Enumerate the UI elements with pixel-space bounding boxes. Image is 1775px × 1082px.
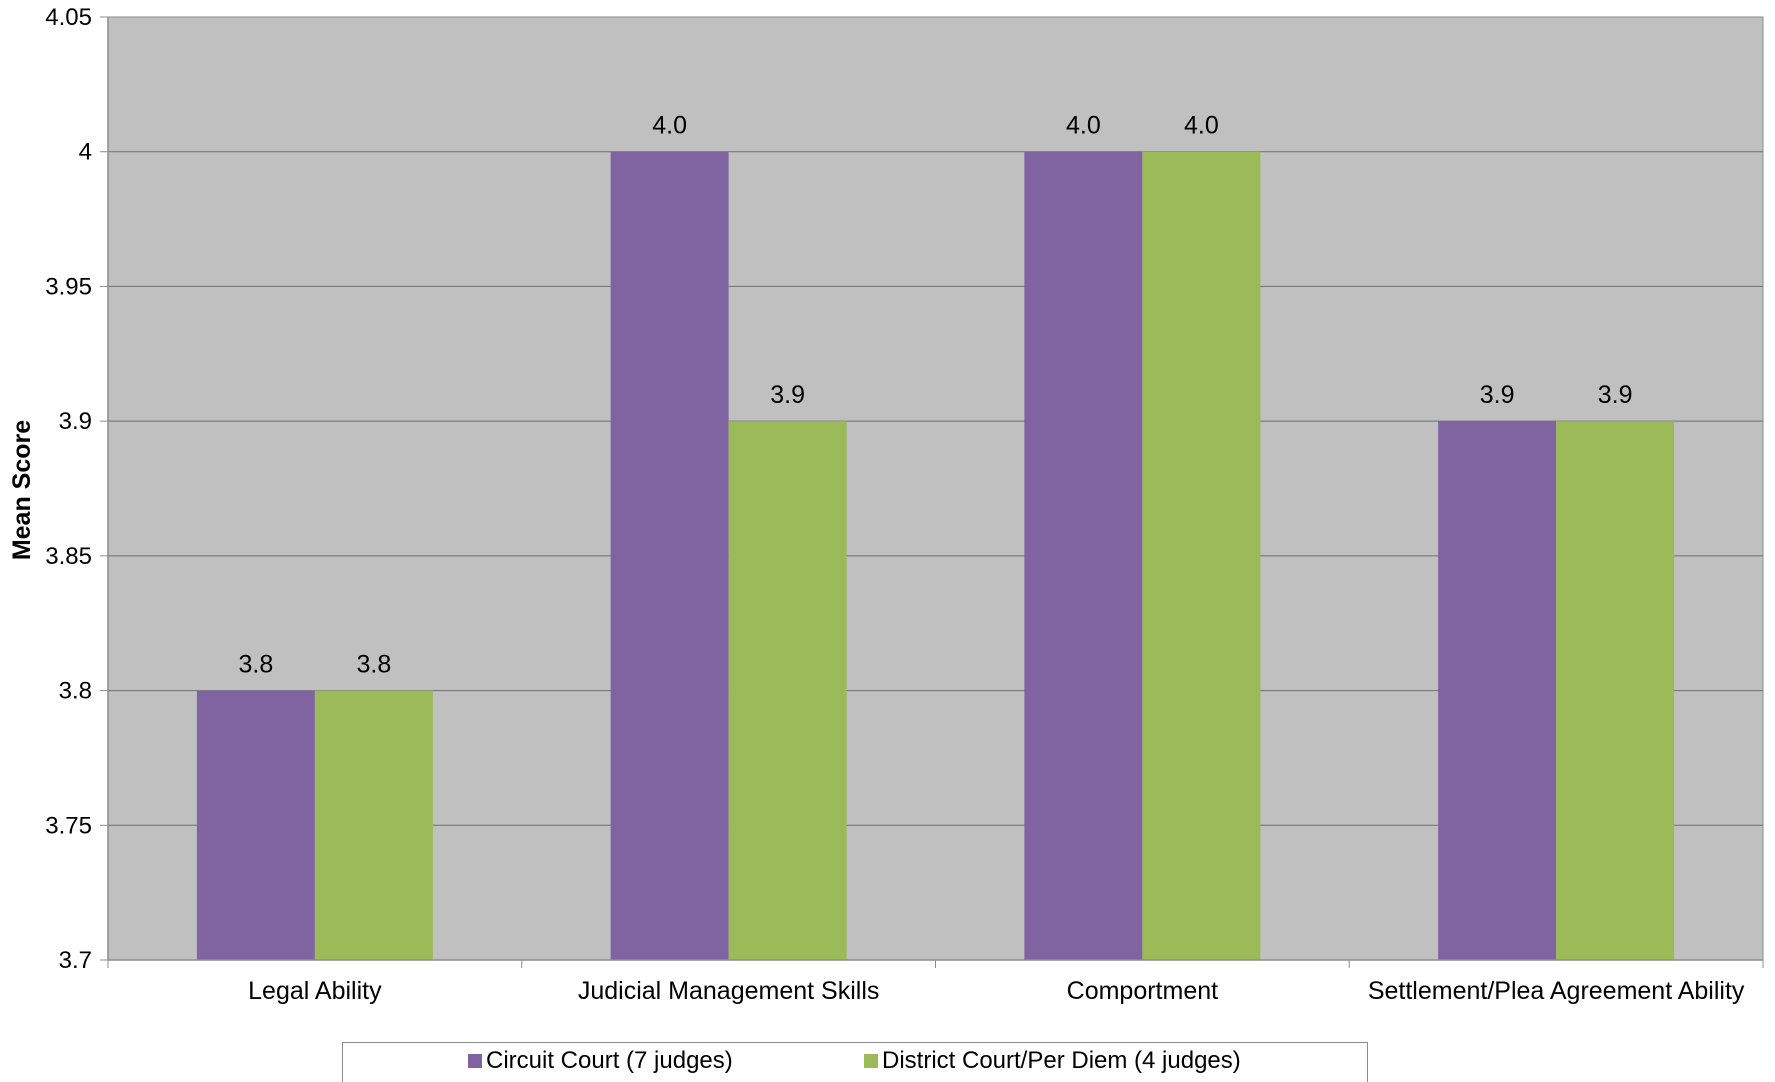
data-label: 3.9	[1598, 381, 1633, 409]
x-tick-labels: Legal Ability Judicial Management Skills C…	[248, 977, 1745, 1005]
y-tick-label: 3.7	[59, 947, 92, 974]
bar-circuit-2	[1024, 151, 1143, 960]
data-labels: 3.8 3.8 4.0 3.9 4.0 4.0 3.9 3.9	[238, 112, 1632, 679]
x-tick-label: Comportment	[1067, 977, 1218, 1005]
y-tick-label: 3.85	[45, 543, 92, 570]
legend: Circuit Court (7 judges) District Court/…	[342, 1042, 1368, 1082]
bar-circuit-1	[610, 151, 729, 960]
bar-district-3	[1556, 421, 1675, 961]
bar-circuit-3	[1438, 421, 1557, 961]
y-tick-label: 4.05	[45, 4, 92, 31]
data-label: 3.8	[356, 651, 391, 679]
y-tick-label: 4	[79, 139, 92, 166]
data-label: 3.9	[770, 381, 805, 409]
bar-district-1	[728, 421, 847, 961]
y-tick-labels: 3.7 3.75 3.8 3.85 3.9 3.95 4 4.05	[45, 4, 92, 974]
legend-label-district: District Court/Per Diem (4 judges)	[882, 1047, 1241, 1074]
data-label: 3.8	[238, 651, 273, 679]
bars	[196, 151, 1675, 961]
data-label: 4.0	[652, 112, 687, 140]
bar-district-2	[1142, 151, 1261, 960]
y-tick-label: 3.95	[45, 273, 92, 300]
y-tick-label: 3.9	[59, 408, 92, 435]
y-axis-title: Mean Score	[8, 420, 36, 560]
legend-item-district: District Court/Per Diem (4 judges)	[864, 1047, 1241, 1075]
x-tick-label: Settlement/Plea Agreement Ability	[1368, 977, 1745, 1005]
x-tick-label: Legal Ability	[248, 977, 382, 1005]
data-label: 3.9	[1480, 381, 1515, 409]
legend-label-circuit: Circuit Court (7 judges)	[486, 1047, 733, 1074]
bar-district-0	[314, 690, 433, 960]
data-label: 4.0	[1066, 112, 1101, 140]
x-tick-label: Judicial Management Skills	[578, 977, 880, 1005]
legend-item-circuit: Circuit Court (7 judges)	[468, 1047, 733, 1075]
axes	[100, 16, 1764, 968]
y-tick-label: 3.75	[45, 812, 92, 839]
data-label: 4.0	[1184, 112, 1219, 140]
bar-circuit-0	[196, 690, 315, 960]
legend-swatch-circuit	[468, 1054, 482, 1068]
y-tick-label: 3.8	[59, 678, 92, 705]
legend-swatch-district	[864, 1054, 878, 1068]
